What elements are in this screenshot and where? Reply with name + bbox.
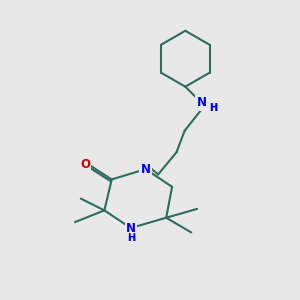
Text: N: N xyxy=(141,163,151,176)
Text: N: N xyxy=(126,221,136,235)
Text: N: N xyxy=(126,221,136,235)
Text: N: N xyxy=(196,96,206,110)
Text: N: N xyxy=(141,163,151,176)
Text: O: O xyxy=(80,158,90,171)
Text: H: H xyxy=(127,233,135,243)
Text: H: H xyxy=(127,233,135,243)
Text: O: O xyxy=(80,158,90,171)
Text: N: N xyxy=(196,96,206,110)
Text: H: H xyxy=(209,103,217,113)
Text: H: H xyxy=(209,103,217,113)
